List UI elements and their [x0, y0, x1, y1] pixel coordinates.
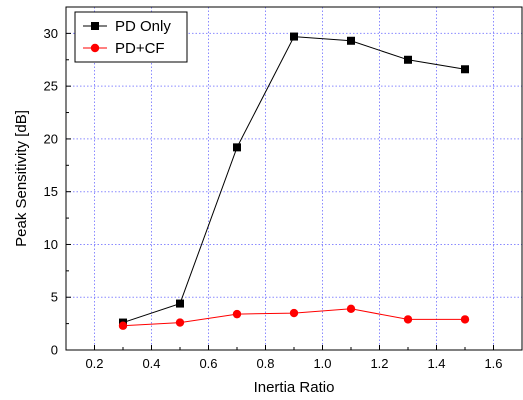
data-point-circle [232, 309, 242, 319]
y-tick-label: 20 [44, 131, 58, 146]
legend-box [74, 11, 188, 63]
x-tick-label: 1.6 [484, 356, 502, 371]
y-tick-label: 5 [51, 290, 58, 305]
series-markers [118, 32, 470, 330]
x-tick-label: 1.2 [370, 356, 388, 371]
x-tick-label: 0.6 [199, 356, 217, 371]
data-point-square [347, 36, 355, 45]
data-point-circle [289, 308, 299, 318]
data-point-circle [460, 315, 470, 324]
data-point-square [176, 299, 184, 308]
data-point-square [404, 55, 412, 64]
legend-marker-square [91, 22, 99, 30]
x-tick-label: 1.4 [427, 356, 445, 371]
y-tick-label: 0 [51, 343, 58, 358]
series-line [122, 36, 466, 324]
y-tick-label: 15 [44, 184, 58, 199]
data-point-circle [346, 304, 356, 314]
data-point-circle [403, 315, 413, 324]
data-point-square [290, 32, 298, 41]
legend-label: PD+CF [115, 40, 165, 57]
y-tick-label: 30 [44, 26, 58, 41]
x-tick-label: 0.4 [142, 356, 160, 371]
x-tick-label: 1.0 [313, 356, 331, 371]
x-tick-label: 0.8 [256, 356, 274, 371]
grid-lines [66, 7, 522, 350]
x-axis-title: Inertia Ratio [254, 379, 335, 396]
axis-ticks [65, 32, 494, 351]
data-point-square [461, 65, 469, 74]
y-axis-title: Peak Sensitivity [dB] [13, 110, 30, 247]
legend: PD Only PD+CF [74, 11, 188, 63]
data-point-square [233, 143, 241, 152]
legend-marker-circle [90, 43, 100, 53]
series-lines [122, 36, 466, 327]
y-tick-label: 10 [44, 237, 58, 252]
x-tick-label: 0.2 [85, 356, 103, 371]
y-tick-label: 25 [44, 79, 58, 94]
data-point-circle [175, 318, 185, 327]
legend-label: PD Only [115, 18, 171, 35]
tick-labels: 0.2 0.4 0.6 0.8 1.0 1.2 1.4 1.6 0 5 10 15 20 25 30 [44, 26, 503, 371]
data-point-circle [118, 321, 128, 330]
